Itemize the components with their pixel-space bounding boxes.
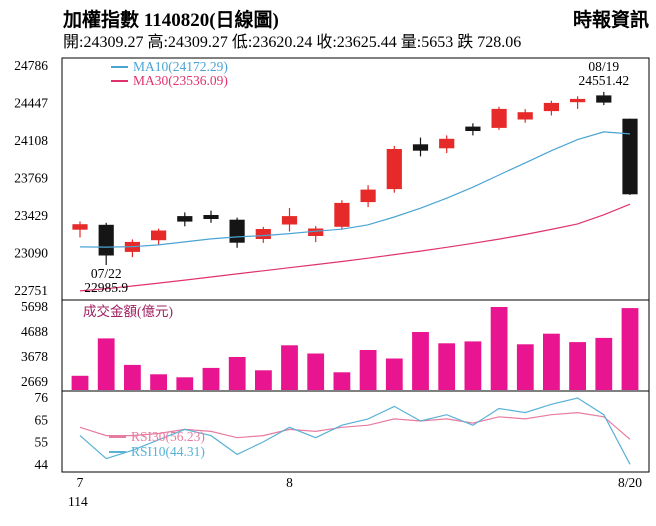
rsi-ytick-label: 65: [35, 412, 49, 427]
candle-body: [412, 144, 429, 151]
candle-body: [334, 202, 350, 227]
candle-body: [570, 98, 586, 103]
candle-body: [72, 224, 88, 230]
volume-bar: [464, 341, 482, 390]
price-ytick-label: 22751: [14, 283, 48, 298]
candle-body: [98, 224, 114, 256]
volume-bar: [150, 374, 167, 390]
volume-bar: [255, 370, 272, 390]
candle-body: [203, 215, 219, 219]
candle-body: [308, 228, 324, 236]
ma30-swatch: [111, 80, 128, 82]
rsi10-label: RSI10(44.31): [131, 444, 205, 459]
rsi10-line: [79, 397, 631, 465]
x-tick-label: 8: [286, 475, 293, 490]
volume-bar: [202, 367, 220, 390]
volume-bar: [97, 338, 115, 390]
volume-bar: [228, 357, 246, 390]
candle-body: [151, 230, 167, 241]
volume-bar: [124, 364, 141, 390]
price-ytick-label: 24786: [14, 58, 48, 73]
candle-body: [177, 216, 193, 222]
rsi10-swatch: [109, 451, 126, 453]
legend-ma30: MA30(23536.09): [111, 73, 228, 89]
annotation-label: 24551.42: [578, 73, 629, 88]
volume-bar: [281, 345, 298, 390]
rsi-ytick-label: 55: [35, 435, 49, 450]
volume-ytick-label: 4688: [21, 324, 48, 339]
volume-bar: [176, 377, 194, 390]
volume-bar: [307, 353, 325, 390]
ma10-swatch: [111, 66, 128, 68]
ma10-line: [79, 131, 631, 248]
x-tick-label: 7: [77, 475, 84, 490]
volume-bar: [438, 343, 456, 390]
price-ytick-label: 23429: [14, 208, 48, 223]
candle-body: [360, 189, 376, 203]
volume-bar: [569, 342, 586, 390]
rsi30-line: [79, 411, 631, 440]
volume-bar: [359, 350, 377, 390]
candle-body: [596, 95, 612, 103]
annotation-label: 07/22: [91, 266, 122, 281]
volume-bar: [412, 332, 429, 390]
volume-bar: [516, 344, 534, 390]
candle-body: [255, 229, 271, 239]
x-tick-label: 8/20: [618, 475, 642, 490]
volume-ytick-label: 5698: [21, 299, 48, 314]
volume-bar: [543, 333, 560, 390]
volume-bar: [595, 337, 613, 390]
legend-rsi10: RSI10(44.31): [109, 444, 205, 460]
candle-body: [465, 126, 481, 131]
volume-bar: [333, 372, 351, 390]
page-title: 加權指數 1140820(日線圖): [63, 10, 279, 31]
source-label: 時報資訊: [572, 10, 649, 31]
ohlc-summary: 開:24309.27 高:24309.27 低:23620.24 收:23625…: [63, 34, 522, 51]
price-ytick-label: 23090: [14, 246, 48, 261]
ma30-line: [79, 203, 631, 292]
volume-bar: [621, 308, 639, 390]
candle-body: [281, 216, 298, 225]
volume-panel-label: 成交金額(億元): [83, 304, 173, 319]
rsi30-label: RSI30(56.23): [131, 429, 205, 444]
annotation-label: 08/19: [588, 59, 619, 74]
volume-bar: [490, 307, 508, 390]
candle-body: [229, 219, 245, 243]
chart-frame: [61, 57, 650, 473]
rsi-ytick-label: 44: [35, 457, 49, 472]
year-label: 114: [68, 494, 88, 509]
volume-bar: [385, 358, 403, 390]
rsi30-swatch: [109, 436, 126, 438]
candle-body: [439, 138, 455, 149]
candle-body: [386, 149, 402, 190]
volume-ytick-label: 3678: [21, 349, 48, 364]
legend-rsi30: RSI30(56.23): [109, 429, 205, 445]
price-ytick-label: 24447: [14, 96, 48, 111]
annotation-label: 22985.9: [84, 280, 128, 295]
ma10-label: MA10(24172.29): [133, 59, 228, 74]
volume-bar: [71, 375, 89, 390]
volume-ytick-label: 2669: [21, 374, 48, 389]
candle-body: [543, 102, 559, 112]
price-ytick-label: 23769: [14, 171, 48, 186]
legend-ma10: MA10(24172.29): [111, 59, 228, 75]
price-ytick-label: 24108: [14, 133, 48, 148]
rsi-ytick-label: 76: [35, 390, 49, 405]
candle-body: [491, 108, 507, 128]
candle-body: [517, 112, 533, 120]
ma30-label: MA30(23536.09): [133, 73, 228, 88]
candle-body: [622, 118, 638, 195]
